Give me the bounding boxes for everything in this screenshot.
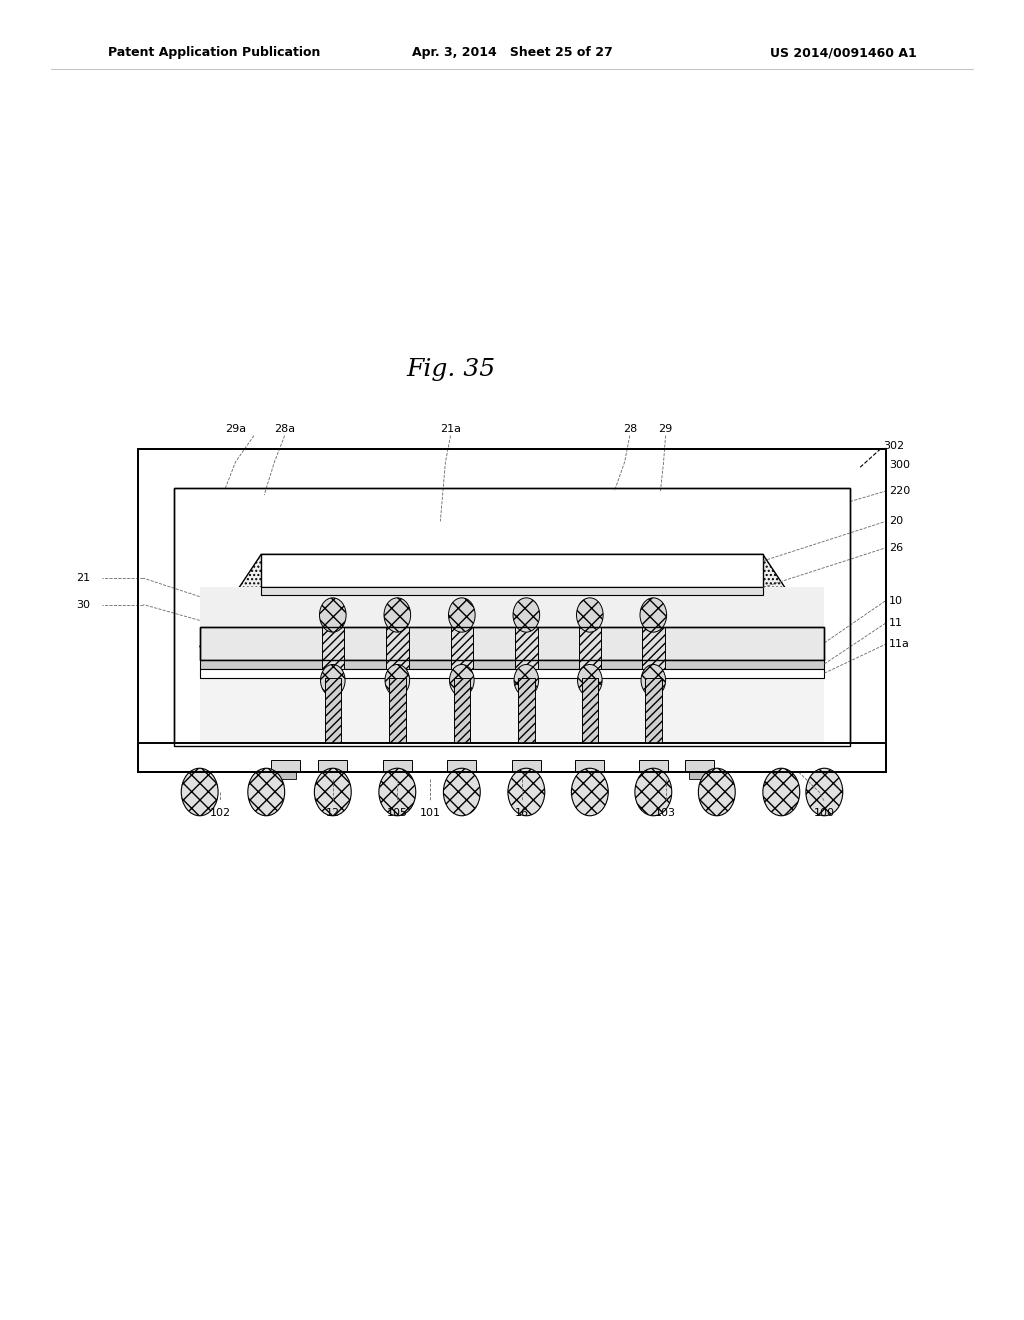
Circle shape [514,664,539,696]
Bar [645,678,662,743]
Circle shape [385,664,410,696]
Text: 28a: 28a [274,424,295,434]
Text: 29: 29 [658,424,673,434]
Text: 30: 30 [76,599,90,610]
Bar [685,760,714,772]
Text: 28: 28 [623,424,637,434]
Circle shape [763,768,800,816]
Bar [200,678,824,743]
Text: 220: 220 [889,486,910,496]
Bar [451,627,473,669]
Circle shape [181,768,218,816]
Bar [452,772,472,779]
Bar [516,772,537,779]
Bar [200,627,824,660]
Bar [579,627,601,669]
Circle shape [384,598,411,632]
Text: 105: 105 [387,808,408,818]
Text: 302: 302 [883,441,904,451]
Circle shape [635,768,672,816]
Bar [174,488,850,746]
Bar [642,627,665,669]
Bar [639,760,668,772]
Bar [515,627,538,669]
Text: 101: 101 [420,808,440,818]
Circle shape [577,598,603,632]
Circle shape [449,598,475,632]
Bar [138,743,886,772]
Text: 100: 100 [814,808,835,818]
Text: 11a: 11a [889,639,909,649]
Text: 20: 20 [889,516,903,527]
Bar [582,678,598,743]
Text: 300: 300 [889,459,910,470]
Circle shape [450,664,474,696]
Text: Patent Application Publication: Patent Application Publication [108,46,319,59]
Text: 26: 26 [889,543,903,553]
Circle shape [379,768,416,816]
Circle shape [513,598,540,632]
Bar [383,760,412,772]
Circle shape [321,664,345,696]
Bar [454,678,470,743]
Polygon shape [200,554,824,647]
Bar [389,678,406,743]
Bar [261,587,763,595]
Bar [325,678,341,743]
Bar [387,772,408,779]
Bar [575,760,604,772]
Text: 16: 16 [515,808,529,818]
Text: 10: 10 [889,595,903,606]
Text: 21a: 21a [440,424,461,434]
Circle shape [641,664,666,696]
Circle shape [640,598,667,632]
Bar [580,772,600,779]
Bar [200,669,824,678]
Bar [318,760,347,772]
Circle shape [319,598,346,632]
Text: 103: 103 [655,808,676,818]
Bar [322,627,344,669]
Bar [138,743,886,772]
Bar [200,660,824,669]
Bar [512,760,541,772]
Text: 29a: 29a [225,424,246,434]
Text: 12: 12 [326,808,340,818]
Bar [518,678,535,743]
Circle shape [571,768,608,816]
Bar [138,449,886,772]
Text: 11: 11 [889,618,903,628]
Bar [323,772,343,779]
Text: US 2014/0091460 A1: US 2014/0091460 A1 [770,46,916,59]
Bar [200,587,824,627]
Bar [689,772,710,779]
Bar [200,627,824,660]
Text: 102: 102 [210,808,230,818]
Circle shape [578,664,602,696]
Text: Fig. 35: Fig. 35 [406,358,496,381]
Circle shape [443,768,480,816]
Bar [275,772,296,779]
Circle shape [508,768,545,816]
Circle shape [248,768,285,816]
Bar [386,627,409,669]
Circle shape [698,768,735,816]
Bar [271,760,300,772]
Circle shape [314,768,351,816]
Text: 21: 21 [76,573,90,583]
Bar [138,449,886,772]
Bar [174,488,850,746]
Text: Apr. 3, 2014   Sheet 25 of 27: Apr. 3, 2014 Sheet 25 of 27 [412,46,612,59]
Circle shape [806,768,843,816]
Bar [447,760,476,772]
Bar [261,554,763,587]
Bar [643,772,664,779]
